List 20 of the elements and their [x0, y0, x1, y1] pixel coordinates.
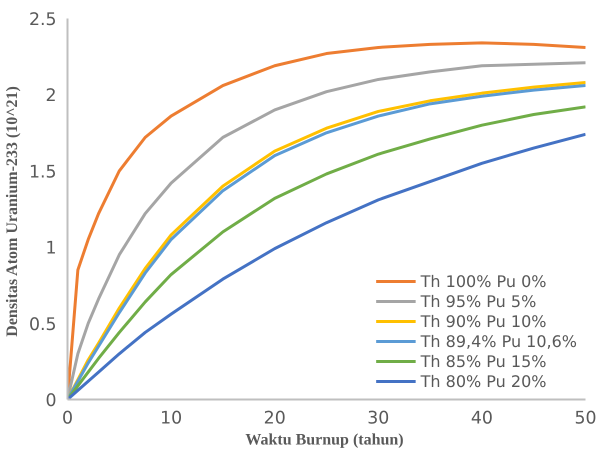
- legend-label: Th 85% Pu 15%: [420, 351, 546, 371]
- legend-label: Th 80% Pu 20%: [420, 371, 546, 391]
- x-tick-label: 10: [160, 408, 182, 428]
- x-tick-label: 20: [264, 408, 286, 428]
- y-tick-label: 2.5: [28, 10, 57, 30]
- legend-label: Th 100% Pu 0%: [420, 271, 546, 291]
- legend-label: Th 89,4% Pu 10,6%: [420, 331, 577, 351]
- x-axis-title: Waktu Burnup (tahun): [245, 432, 404, 448]
- x-tick-label: 40: [470, 408, 493, 428]
- x-tick-label: 0: [62, 408, 74, 428]
- legend-label: Th 95% Pu 5%: [420, 291, 536, 311]
- x-tick-label: 50: [574, 408, 597, 428]
- y-tick-label: 1: [45, 238, 57, 259]
- y-tick-label: 0: [45, 391, 57, 411]
- y-tick-label: 1.5: [28, 162, 57, 182]
- y-tick-label: 2: [45, 86, 57, 106]
- y-tick-label: 0.5: [28, 314, 57, 335]
- y-axis-title: Densitas Atom Uranium-233 (10^21): [4, 86, 21, 337]
- x-tick-label: 30: [367, 408, 390, 428]
- legend-label: Th 90% Pu 10%: [420, 311, 546, 331]
